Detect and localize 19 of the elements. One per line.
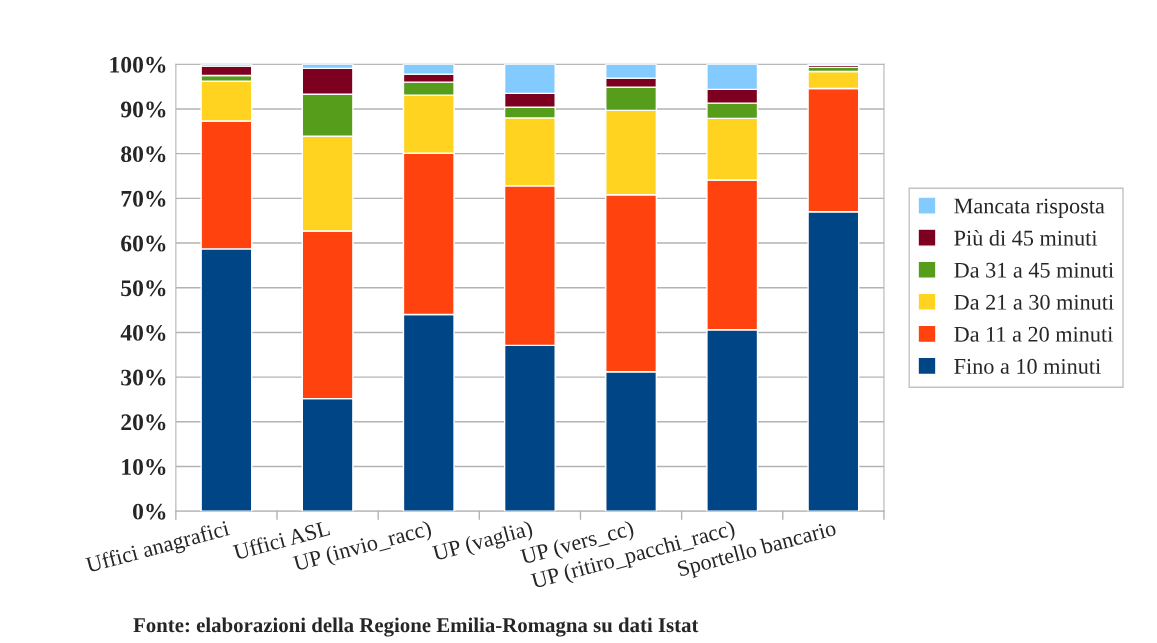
y-tick-label: 10% xyxy=(122,458,166,475)
legend-label: Da 11 a 20 minuti xyxy=(954,326,1113,342)
y-tick-label: 100% xyxy=(110,56,166,73)
y-tick-label: 0% xyxy=(133,503,166,520)
legend-label: Da 31 a 45 minuti xyxy=(954,262,1114,278)
y-tick-label: 90% xyxy=(120,101,166,118)
y-tick-label: 80% xyxy=(121,146,166,163)
legend-label: Da 21 a 30 minuti xyxy=(954,294,1114,310)
y-tick-label: 30% xyxy=(121,369,166,386)
y-tick-label: 40% xyxy=(120,324,166,341)
y-tick-label: 20% xyxy=(121,414,166,431)
legend-label: Fino a 10 minuti xyxy=(954,358,1101,374)
legend-label: Mancata risposta xyxy=(954,198,1105,219)
y-tick-label: 50% xyxy=(121,280,166,297)
source-note: Fonte: elaborazioni della Regione Emilia-Romagna su dati Istat xyxy=(133,617,699,637)
y-tick-label: 70% xyxy=(121,190,166,207)
x-tick-label: Uffici anagrafici xyxy=(84,519,232,578)
y-tick-label: 60% xyxy=(121,235,166,252)
legend-label: Più di 45 minuti xyxy=(954,229,1098,246)
